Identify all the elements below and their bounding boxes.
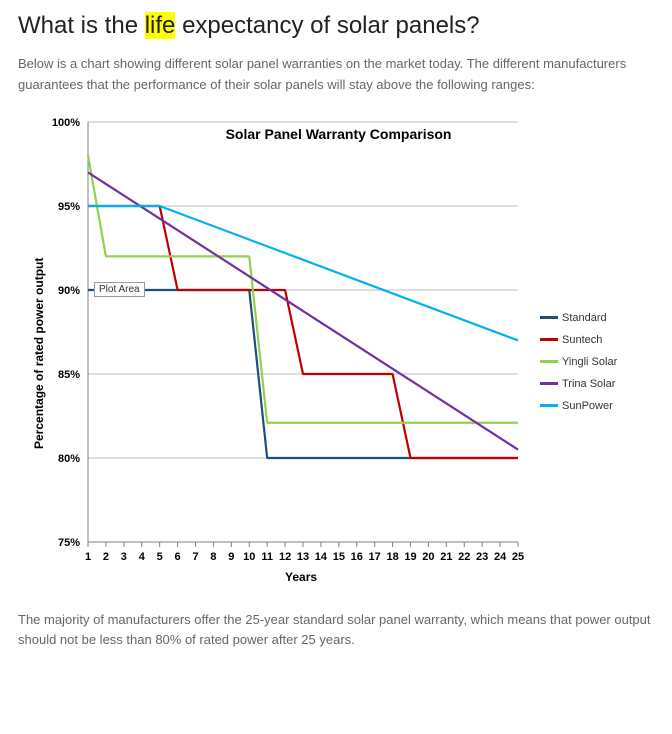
- svg-text:22: 22: [458, 551, 470, 563]
- svg-text:9: 9: [228, 551, 234, 563]
- legend-item: Yingli Solar: [540, 356, 617, 368]
- svg-text:90%: 90%: [58, 285, 80, 297]
- legend-label: Yingli Solar: [562, 356, 617, 368]
- legend-label: Trina Solar: [562, 378, 615, 390]
- svg-text:7: 7: [192, 551, 198, 563]
- svg-text:10: 10: [243, 551, 255, 563]
- legend-swatch: [540, 360, 558, 363]
- svg-text:8: 8: [210, 551, 216, 563]
- legend-label: Standard: [562, 312, 607, 324]
- legend-swatch: [540, 382, 558, 385]
- intro-text: Below is a chart showing different solar…: [18, 54, 654, 96]
- svg-text:95%: 95%: [58, 201, 80, 213]
- legend-swatch: [540, 338, 558, 341]
- svg-text:2: 2: [103, 551, 109, 563]
- legend-item: Suntech: [540, 334, 617, 346]
- svg-text:24: 24: [494, 551, 507, 563]
- legend-item: Trina Solar: [540, 378, 617, 390]
- svg-text:15: 15: [333, 551, 345, 563]
- chart-legend: Standard Suntech Yingli Solar Trina Solar Su…: [540, 312, 617, 422]
- legend-swatch: [540, 404, 558, 407]
- svg-text:11: 11: [261, 551, 273, 563]
- svg-text:19: 19: [404, 551, 416, 563]
- svg-text:23: 23: [476, 551, 488, 563]
- svg-text:16: 16: [351, 551, 363, 563]
- outro-text: The majority of manufacturers offer the …: [18, 610, 654, 652]
- svg-text:75%: 75%: [58, 537, 80, 549]
- warranty-chart: 75%80%85%90%95%100%123456789101112131415…: [18, 112, 654, 592]
- svg-text:5: 5: [157, 551, 163, 563]
- svg-text:13: 13: [297, 551, 309, 563]
- legend-swatch: [540, 316, 558, 319]
- svg-text:21: 21: [440, 551, 452, 563]
- x-axis-label: Years: [285, 570, 317, 584]
- plot-area-label: Plot Area: [94, 282, 145, 297]
- title-post: expectancy of solar panels?: [175, 12, 479, 39]
- svg-text:17: 17: [369, 551, 381, 563]
- svg-text:14: 14: [315, 551, 328, 563]
- svg-text:85%: 85%: [58, 369, 80, 381]
- svg-text:80%: 80%: [58, 453, 80, 465]
- y-axis-label: Percentage of rated power output: [32, 258, 46, 449]
- legend-label: Suntech: [562, 334, 602, 346]
- legend-item: SunPower: [540, 400, 617, 412]
- legend-item: Standard: [540, 312, 617, 324]
- legend-label: SunPower: [562, 400, 613, 412]
- svg-text:100%: 100%: [52, 117, 80, 129]
- title-pre: What is the: [18, 12, 145, 39]
- svg-text:6: 6: [175, 551, 181, 563]
- svg-text:1: 1: [85, 551, 91, 563]
- svg-text:4: 4: [139, 551, 146, 563]
- svg-text:3: 3: [121, 551, 127, 563]
- page-title: What is the life expectancy of solar pan…: [18, 12, 654, 40]
- svg-text:12: 12: [279, 551, 291, 563]
- chart-title: Solar Panel Warranty Comparison: [226, 126, 452, 142]
- svg-text:25: 25: [512, 551, 524, 563]
- svg-text:20: 20: [422, 551, 434, 563]
- title-highlight: life: [145, 12, 176, 39]
- svg-text:18: 18: [386, 551, 398, 563]
